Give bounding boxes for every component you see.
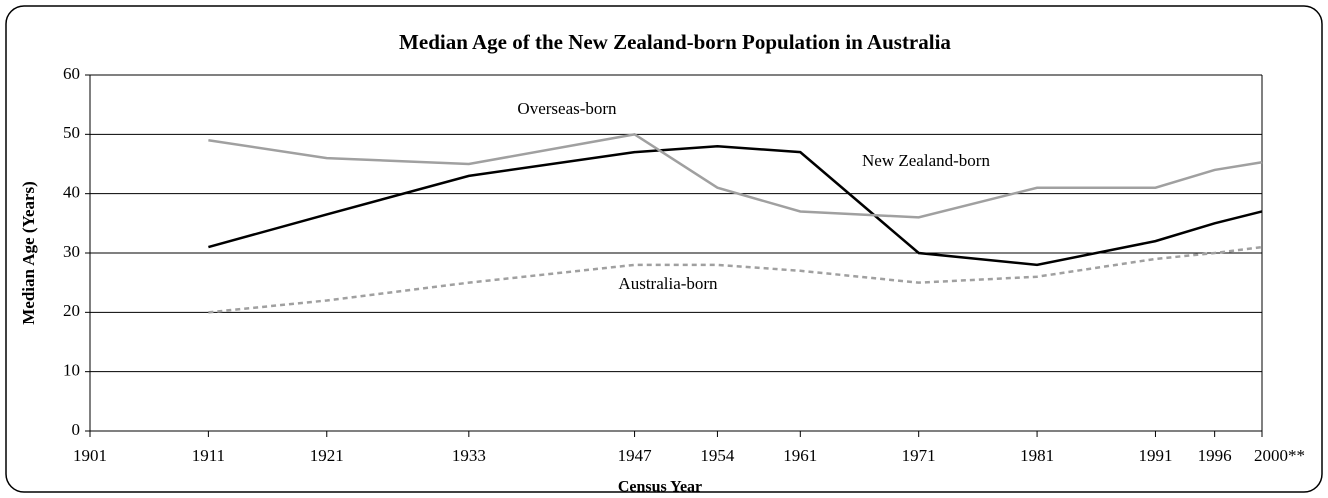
series-label: Overseas-born <box>517 99 617 118</box>
y-tick-label: 40 <box>63 183 80 202</box>
x-tick-label: 1954 <box>700 446 735 465</box>
series-line <box>208 133 1263 219</box>
x-tick-label: 1933 <box>452 446 486 465</box>
x-tick-label: 1991 <box>1138 446 1172 465</box>
x-tick-label: 1981 <box>1020 446 1054 465</box>
x-tick-label: 2000** <box>1254 446 1305 465</box>
y-tick-label: 60 <box>63 64 80 83</box>
x-tick-label: 1971 <box>902 446 936 465</box>
series-line <box>208 245 1263 314</box>
x-tick-label: 1901 <box>73 446 107 465</box>
chart-title: Median Age of the New Zealand-born Popul… <box>399 30 951 54</box>
series-line <box>208 144 1263 267</box>
x-tick-label: 1947 <box>618 446 653 465</box>
series-label: New Zealand-born <box>862 151 990 170</box>
x-axis-label: Census Year <box>618 479 702 496</box>
x-tick-label: 1961 <box>783 446 817 465</box>
y-tick-label: 50 <box>63 123 80 142</box>
y-tick-label: 0 <box>72 420 81 439</box>
x-tick-label: 1996 <box>1198 446 1232 465</box>
frame <box>5 5 1323 493</box>
y-axis-label: Median Age (Years) <box>19 181 38 325</box>
x-tick-label: 1921 <box>310 446 344 465</box>
y-tick-label: 30 <box>63 242 80 261</box>
series-label: Australia-born <box>618 274 718 293</box>
x-tick-label: 1911 <box>192 446 225 465</box>
y-tick-label: 20 <box>63 301 80 320</box>
y-tick-label: 10 <box>63 361 80 380</box>
